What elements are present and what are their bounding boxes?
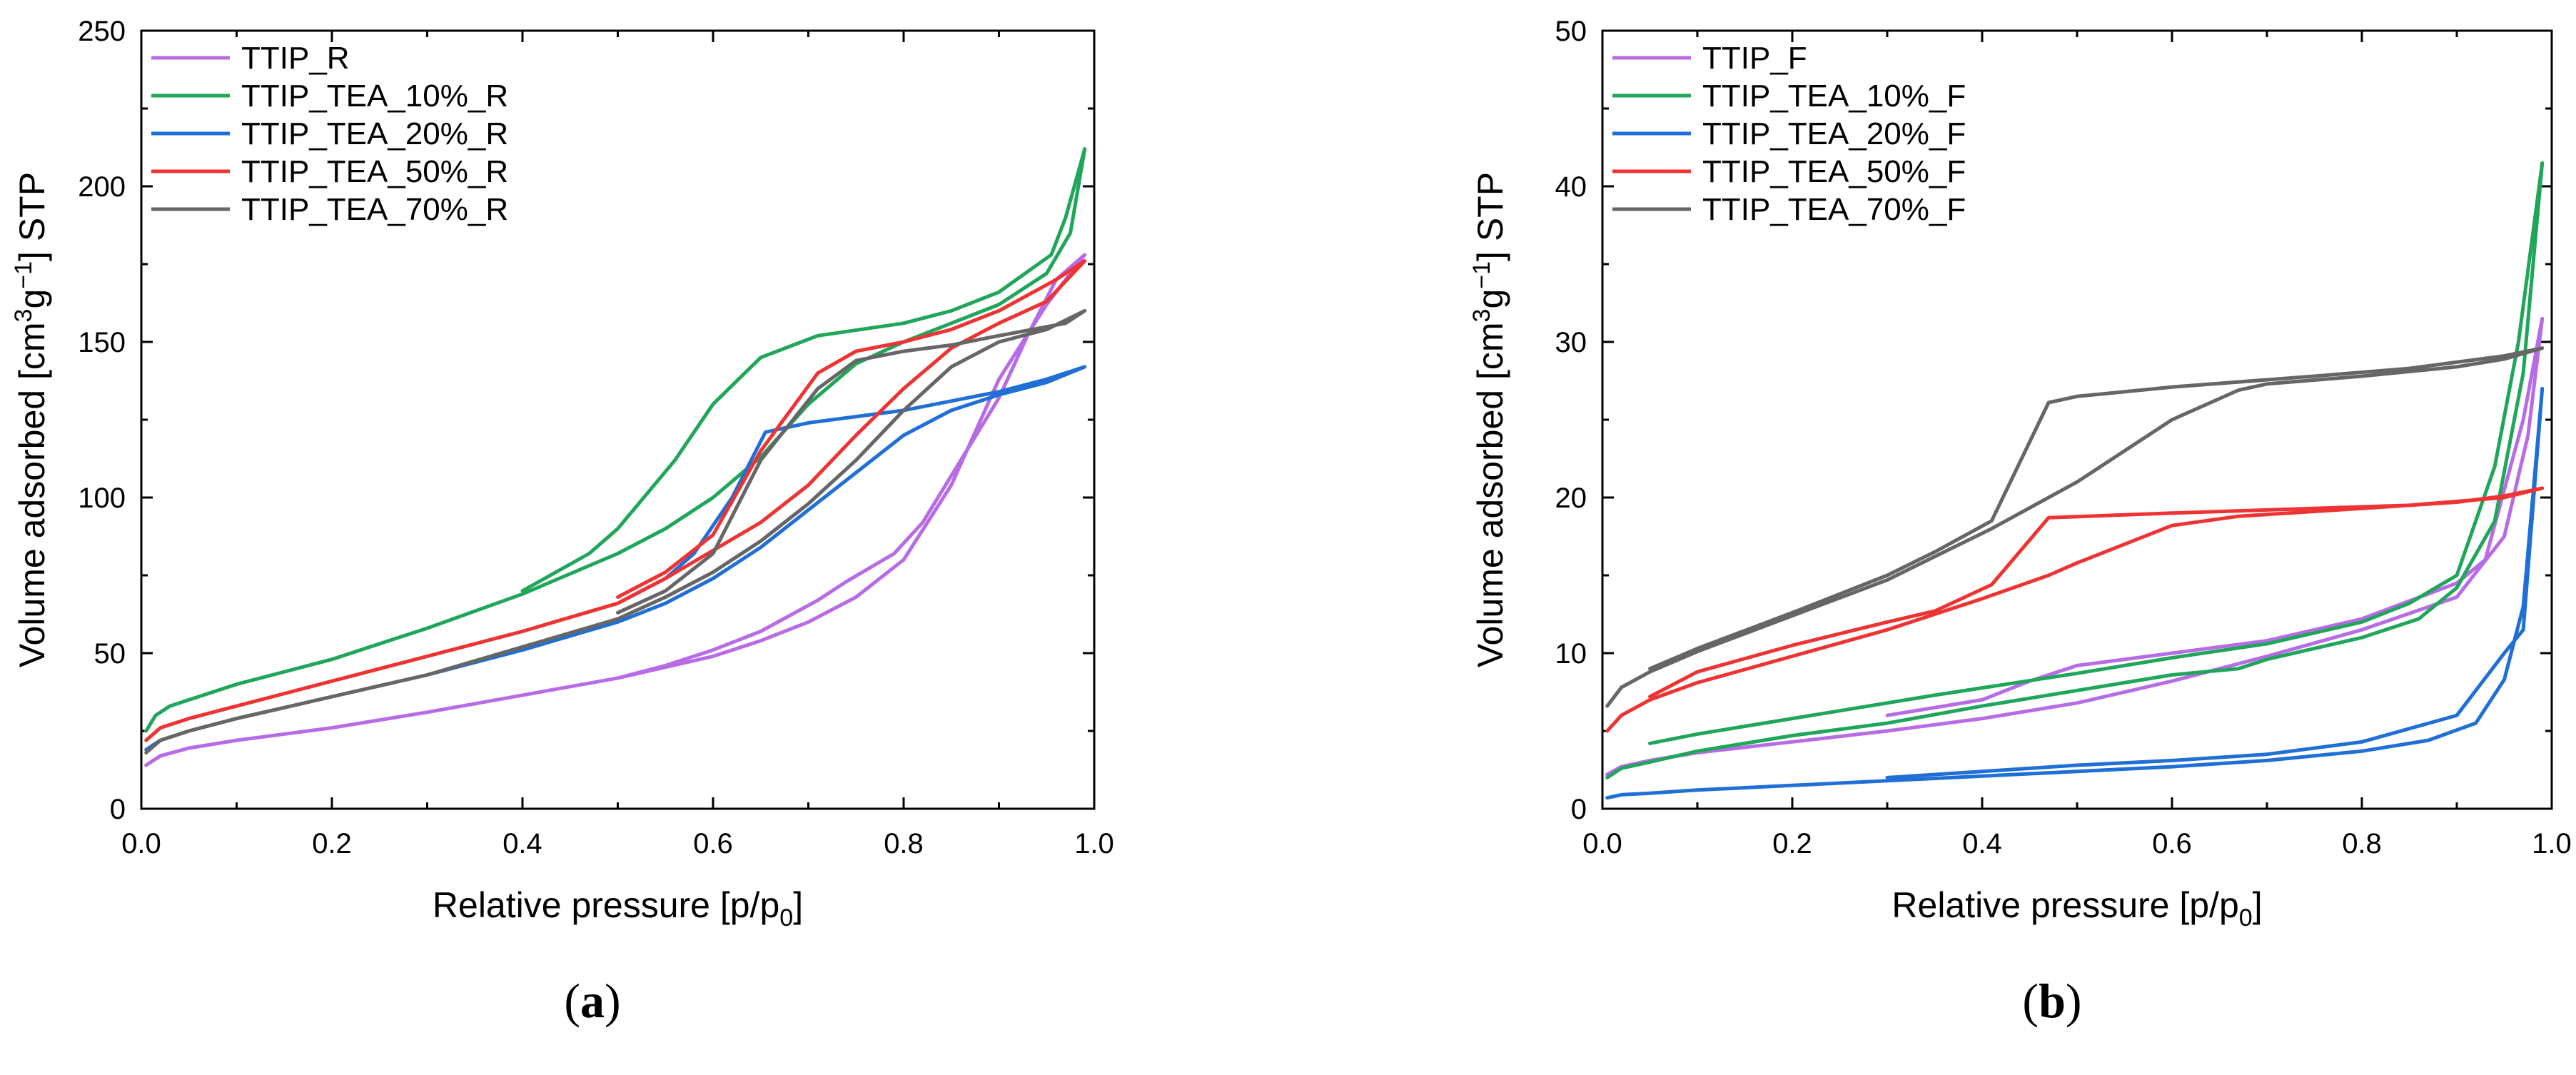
panel-label: (b) (2022, 974, 2081, 1028)
legend-entry: TTIP_TEA_20%_R (241, 116, 508, 151)
series-line-TTIP_TEA_50%_R (144, 259, 1087, 742)
y-tick-label: 0 (1571, 794, 1587, 825)
legend-entry: TTIP_F (1702, 41, 1807, 76)
legend-entry: TTIP_TEA_10%_F (1702, 79, 1966, 113)
x-tick-label: 0.4 (1962, 828, 2002, 859)
series-line-TTIP_TEA_10%_R (144, 147, 1087, 733)
legend-entry: TTIP_TEA_50%_R (241, 154, 508, 189)
x-tick-label: 0.6 (2152, 828, 2192, 859)
y-axis-title: Volume adsorbed [cm3g−1] STP (1468, 172, 1510, 667)
x-tick-label: 0.2 (1772, 828, 1812, 859)
y-tick-label: 10 (1555, 638, 1587, 670)
y-tick-label: 40 (1555, 171, 1587, 203)
series-line-TTIP_R (144, 253, 1087, 767)
legend-entry: TTIP_TEA_70%_R (241, 192, 508, 227)
chart-panel-a: 0.0 0.2 0.4 0.6 0.8 1.0 0 50 100 150 200 250 Relativ… (10, 16, 1114, 1028)
x-tick-label: 0.0 (121, 828, 161, 859)
x-tick-label: 0.8 (884, 828, 924, 859)
series-line-TTIP_TEA_70%_F (1605, 346, 2545, 708)
legend-entry: TTIP_TEA_10%_R (241, 79, 508, 113)
x-tick-label: 1.0 (2532, 828, 2572, 859)
y-tick-label: 150 (78, 327, 126, 358)
x-tick-label: 0.2 (312, 828, 352, 859)
x-tick-label: 0.4 (502, 828, 542, 859)
series-group (1605, 161, 2545, 800)
x-axis-title: Relative pressure [p/p0] (1891, 885, 2262, 932)
y-tick-label: 0 (110, 794, 126, 825)
legend-entry: TTIP_R (241, 41, 350, 76)
series-line-TTIP_TEA_10%_F (1605, 161, 2545, 779)
y-axis-title: Volume adsorbed [cm3g−1] STP (10, 172, 52, 667)
series-line-TTIP_TEA_70%_R (144, 308, 1087, 754)
y-tick-label: 50 (94, 638, 126, 670)
chart-panel-b: 0.0 0.2 0.4 0.6 0.8 1.0 0 10 20 30 40 50 Relative pr… (1468, 16, 2572, 1028)
legend-entry: TTIP_TEA_20%_F (1702, 116, 1966, 151)
x-tick-label: 0.0 (1582, 828, 1622, 859)
x-tick-label: 1.0 (1074, 828, 1114, 859)
series-line-TTIP_F (1605, 316, 2545, 777)
legend-entry: TTIP_TEA_70%_F (1702, 192, 1966, 227)
series-group (144, 147, 1087, 767)
series-line-TTIP_TEA_50%_F (1605, 486, 2545, 733)
y-tick-label: 200 (78, 171, 126, 203)
series-line-TTIP_TEA_20%_F (1605, 386, 2545, 800)
x-tick-label: 0.6 (693, 828, 733, 859)
y-tick-label: 50 (1555, 16, 1587, 47)
y-tick-label: 20 (1555, 483, 1587, 514)
x-axis-title: Relative pressure [p/p0] (433, 885, 803, 932)
legend-entry: TTIP_TEA_50%_F (1702, 154, 1966, 189)
y-tick-label: 250 (78, 16, 126, 47)
y-tick-label: 100 (78, 483, 126, 514)
panel-label: (a) (564, 974, 620, 1028)
y-tick-label: 30 (1555, 327, 1587, 358)
x-tick-label: 0.8 (2342, 828, 2382, 859)
